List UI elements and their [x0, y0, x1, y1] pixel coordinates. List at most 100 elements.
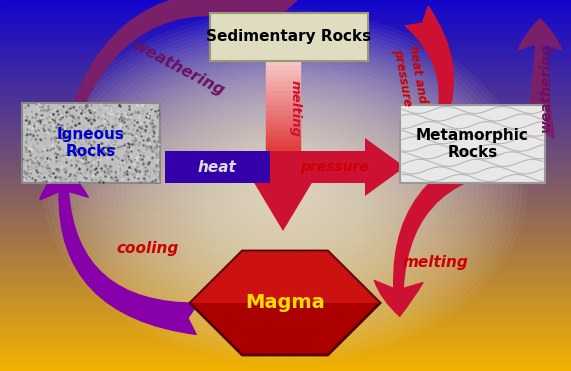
Bar [0, 224, 571, 225]
Bar [0, 367, 571, 368]
Bar [0, 366, 571, 367]
Bar [0, 168, 571, 170]
Bar [0, 329, 571, 330]
Bar [0, 275, 571, 276]
Bar [0, 125, 571, 126]
Bar [0, 77, 571, 78]
Bar [0, 297, 571, 298]
Bar [0, 175, 571, 177]
Bar [0, 368, 571, 370]
Polygon shape [270, 138, 405, 196]
Bar [0, 142, 571, 144]
Bar [266, 121, 300, 126]
Bar [0, 236, 571, 237]
Bar [0, 110, 571, 111]
Bar [0, 79, 571, 81]
Bar [0, 250, 571, 251]
Bar [0, 263, 571, 265]
Bar [0, 109, 571, 110]
Bar [0, 244, 571, 245]
Text: cooling: cooling [117, 242, 179, 256]
Text: Magma: Magma [245, 293, 325, 312]
Bar [0, 45, 571, 46]
Bar [0, 316, 571, 318]
Bar [0, 260, 571, 261]
Bar [0, 140, 571, 141]
Bar [0, 6, 571, 7]
Bar [0, 179, 571, 181]
Bar [0, 292, 571, 293]
Bar [0, 83, 571, 84]
Bar [0, 183, 571, 184]
Bar [0, 354, 571, 355]
Bar [0, 144, 571, 145]
Bar [0, 153, 571, 155]
Bar [0, 360, 571, 361]
Bar [0, 33, 571, 35]
Bar [0, 22, 571, 23]
Bar [0, 100, 571, 101]
Bar [266, 26, 300, 31]
Bar [0, 36, 571, 37]
Bar [0, 72, 571, 73]
Bar [266, 156, 300, 161]
Bar [0, 352, 571, 354]
Bar [0, 252, 571, 253]
Bar [0, 171, 571, 172]
Bar [0, 101, 571, 103]
Bar [0, 78, 571, 79]
Bar [0, 164, 571, 166]
Bar [266, 31, 300, 36]
Bar [0, 350, 571, 351]
Bar [266, 41, 300, 46]
Bar [266, 106, 300, 111]
Bar [0, 313, 571, 314]
Bar [0, 173, 571, 174]
Bar [266, 71, 300, 76]
Bar [266, 76, 300, 81]
Bar [0, 75, 571, 77]
Bar [0, 240, 571, 241]
Bar [0, 14, 571, 15]
Bar [0, 60, 571, 62]
Bar [266, 161, 300, 166]
Bar [0, 15, 571, 16]
Text: weathering: weathering [539, 43, 553, 132]
Bar [0, 361, 571, 362]
Bar [0, 229, 571, 230]
Bar [266, 56, 300, 61]
Bar [0, 345, 571, 346]
Text: melting: melting [288, 81, 301, 138]
Bar [0, 63, 571, 64]
Bar [0, 288, 571, 289]
Bar [0, 38, 571, 40]
Bar [0, 95, 571, 96]
Bar [0, 62, 571, 63]
Bar [0, 328, 571, 329]
Bar [210, 13, 368, 61]
Bar [0, 88, 571, 89]
Bar [266, 116, 300, 121]
Bar [0, 215, 571, 216]
Bar [0, 192, 571, 193]
Bar [0, 134, 571, 135]
Bar [0, 178, 571, 179]
Bar [400, 105, 545, 183]
Bar [0, 199, 571, 200]
Bar [0, 56, 571, 57]
Bar [0, 187, 571, 188]
Bar [0, 31, 571, 32]
Bar [0, 276, 571, 277]
Bar [0, 268, 571, 270]
Bar [0, 3, 571, 4]
Bar [0, 303, 571, 304]
Bar [0, 141, 571, 142]
Bar [0, 282, 571, 283]
Bar [0, 314, 571, 315]
Bar [0, 278, 571, 279]
Bar [0, 231, 571, 233]
Bar [0, 210, 571, 211]
Bar [0, 253, 571, 255]
Bar [0, 339, 571, 340]
Bar [0, 221, 571, 223]
